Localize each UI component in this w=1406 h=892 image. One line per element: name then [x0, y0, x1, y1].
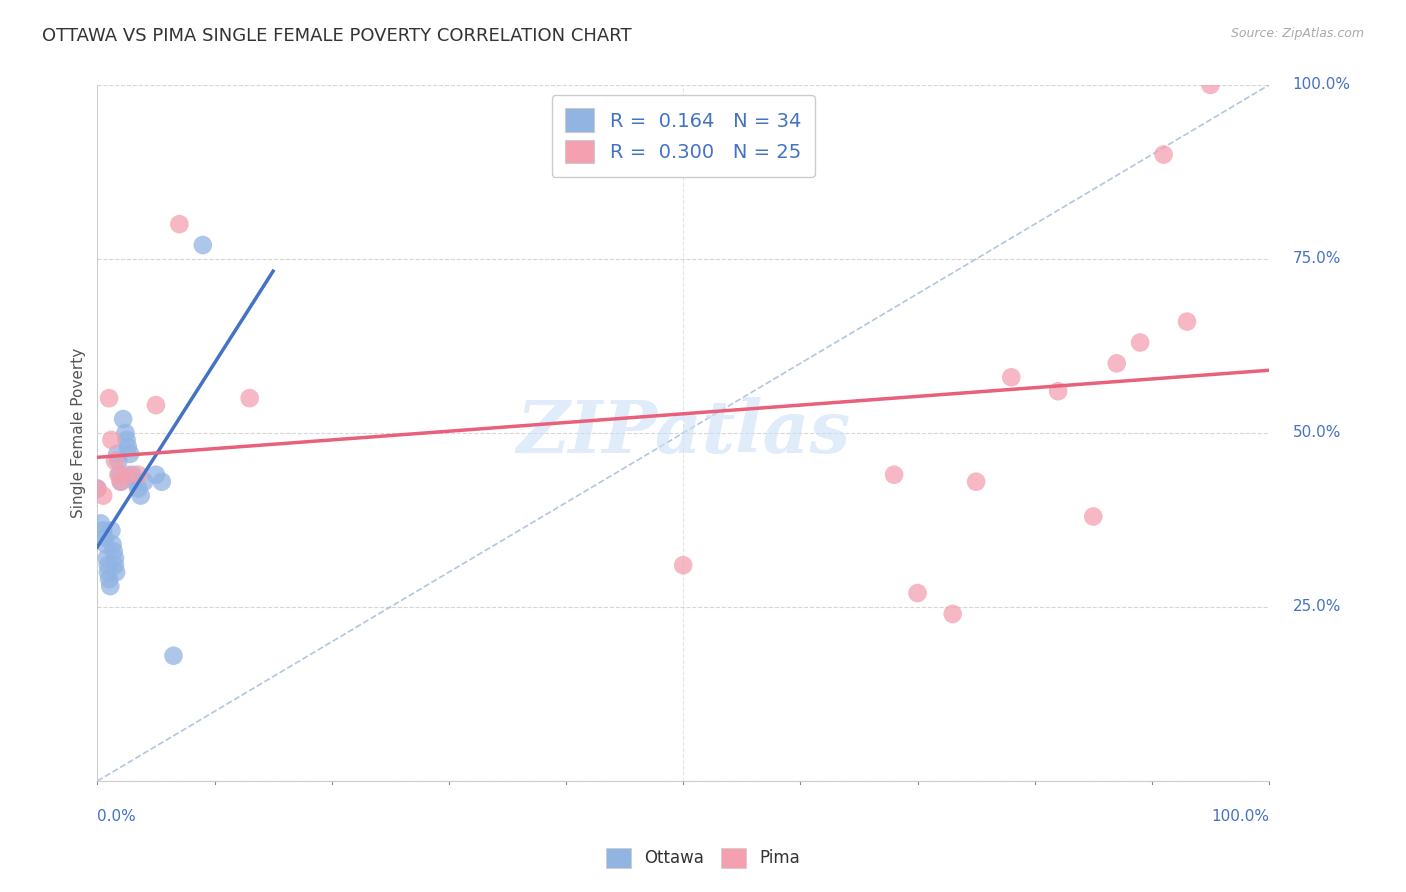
- Point: [105, 447, 128, 461]
- Text: Source: ZipAtlas.com: Source: ZipAtlas.com: [1230, 27, 1364, 40]
- Point: [121, 467, 143, 482]
- Point: [169, 217, 191, 231]
- Point: [124, 475, 146, 489]
- Point: [110, 475, 132, 489]
- Point: [145, 467, 167, 482]
- Point: [86, 482, 108, 496]
- Point: [1175, 315, 1198, 329]
- Point: [112, 412, 135, 426]
- Text: 25.0%: 25.0%: [1292, 599, 1341, 615]
- Point: [1105, 356, 1128, 370]
- Point: [239, 391, 262, 405]
- Point: [1000, 370, 1022, 384]
- Point: [107, 454, 129, 468]
- Point: [883, 467, 905, 482]
- Point: [104, 551, 127, 566]
- Text: 100.0%: 100.0%: [1292, 78, 1350, 93]
- Point: [96, 551, 118, 566]
- Point: [145, 398, 167, 412]
- Point: [104, 454, 127, 468]
- Point: [191, 238, 214, 252]
- Y-axis label: Single Female Poverty: Single Female Poverty: [72, 348, 86, 518]
- Point: [98, 391, 121, 405]
- Point: [114, 425, 136, 440]
- Text: 50.0%: 50.0%: [1292, 425, 1341, 441]
- Point: [104, 558, 127, 573]
- Point: [1199, 78, 1222, 92]
- Point: [120, 447, 142, 461]
- Point: [97, 565, 120, 579]
- Point: [907, 586, 929, 600]
- Point: [162, 648, 184, 663]
- Point: [101, 537, 124, 551]
- Point: [127, 467, 149, 482]
- Point: [115, 467, 138, 482]
- Point: [98, 579, 121, 593]
- Point: [93, 530, 115, 544]
- Text: OTTAWA VS PIMA SINGLE FEMALE POVERTY CORRELATION CHART: OTTAWA VS PIMA SINGLE FEMALE POVERTY COR…: [42, 27, 631, 45]
- Point: [672, 558, 695, 573]
- Text: ZIPatlas: ZIPatlas: [516, 398, 851, 468]
- Point: [117, 440, 139, 454]
- Point: [1047, 384, 1070, 399]
- Point: [103, 544, 125, 558]
- Point: [115, 433, 138, 447]
- Point: [134, 475, 156, 489]
- Point: [107, 467, 129, 482]
- Point: [1129, 335, 1152, 350]
- Legend: R =  0.164   N = 34, R =  0.300   N = 25: R = 0.164 N = 34, R = 0.300 N = 25: [551, 95, 815, 178]
- Text: 0.0%: 0.0%: [97, 809, 136, 824]
- Point: [100, 524, 122, 538]
- Point: [965, 475, 987, 489]
- Point: [98, 572, 121, 586]
- Point: [100, 433, 122, 447]
- Point: [150, 475, 173, 489]
- Legend: Ottawa, Pima: Ottawa, Pima: [599, 841, 807, 875]
- Point: [97, 558, 120, 573]
- Point: [108, 467, 131, 482]
- Text: 100.0%: 100.0%: [1211, 809, 1270, 824]
- Point: [94, 537, 117, 551]
- Text: 75.0%: 75.0%: [1292, 252, 1341, 267]
- Point: [86, 482, 108, 496]
- Point: [942, 607, 965, 621]
- Point: [91, 524, 114, 538]
- Point: [110, 475, 132, 489]
- Point: [91, 489, 114, 503]
- Point: [105, 565, 128, 579]
- Point: [1153, 147, 1175, 161]
- Point: [1083, 509, 1105, 524]
- Point: [129, 489, 152, 503]
- Point: [127, 482, 149, 496]
- Point: [90, 516, 112, 531]
